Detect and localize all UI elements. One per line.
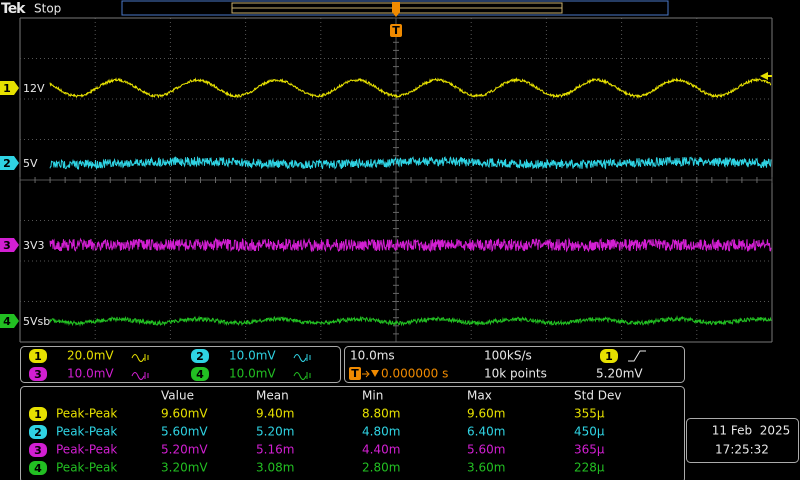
channel-badge [600,349,618,363]
channel-badge-number: 4 [196,368,204,381]
measurement-value: 4.80m [362,425,400,439]
channel-badge [29,407,47,421]
bandwidth-limit-icon [144,354,149,361]
measurement-value: 9.60m [467,407,505,421]
trigger-marker [390,24,402,37]
bandwidth-limit-icon [144,372,149,379]
measurement-column-header: Min [362,389,383,403]
waveform [49,76,772,100]
measurement-column-header: Mean [256,389,289,403]
waveform [49,237,772,253]
measurement-value: 5.16m [256,443,294,457]
channel-badge-number: 1 [34,408,42,421]
measurement-value: 355µ [574,407,605,421]
time: 17:25:32 [715,443,769,457]
brand: Tek [1,1,26,17]
vertical-settings-box [20,346,341,383]
measurement-box [20,386,685,480]
channel-marker [0,314,19,328]
channel-marker [0,156,19,170]
datetime-box [686,418,799,463]
measurement-value: 5.20mV [161,443,208,457]
measurement-value: 9.60mV [161,407,208,421]
channel-label: 3V3 [23,239,45,252]
bandwidth-limit-icon [131,372,145,380]
measurement-value: 6.40m [467,425,505,439]
bandwidth-limit-icon [306,372,311,379]
channel-marker [0,81,19,95]
measurement-value: 5.60mV [161,425,208,439]
channel-badge-number: 1 [605,350,613,363]
measurement-value: 3.08m [256,461,294,475]
channel-badge [191,367,209,381]
horizontal-settings-box [344,346,685,383]
channel-marker-number: 1 [3,82,11,95]
trigger-position-arrow [392,2,400,17]
measurement-value: 9.40m [256,407,294,421]
measurement-value: 3.20mV [161,461,208,475]
trigger-position-badge [349,367,361,380]
bandwidth-limit-icon [293,372,307,380]
acquisition-status: Stop [34,2,61,16]
channel-label: 5Vsb [23,315,50,328]
measurement-value: 2.80m [362,461,400,475]
measurement-column-header: Value [161,389,194,403]
channel-badge [29,443,47,457]
channel-marker [0,238,19,252]
measurement-column-header: Std Dev [574,389,621,403]
trigger-position: 0.000000 s [381,367,448,381]
channel-badge [29,461,47,475]
trigger-level-arrow [760,72,768,80]
channel-badge-number: 3 [34,444,42,457]
record-length: 10k points [484,367,547,381]
sample-rate: 100kS/s [484,349,532,363]
measurement-value: 3.60m [467,461,505,475]
waveform [49,315,772,327]
channel-badge [29,349,47,363]
channel-scale: 10.0mV [67,367,114,381]
channel-scale: 10.0mV [229,367,276,381]
channel-badge-number: 4 [34,462,42,475]
time-scale: 10.0ms [350,349,395,363]
channel-badge [29,367,47,381]
channel-marker-number: 3 [3,239,11,252]
bandwidth-limit-icon [293,354,307,362]
measurement-type: Peak-Peak [56,443,117,457]
bandwidth-limit-icon [306,354,311,361]
measurement-value: 228µ [574,461,605,475]
trigger-slope-icon [628,350,646,362]
bandwidth-limit-icon [131,354,145,362]
waveform [49,155,772,171]
measurement-value: 8.80m [362,407,400,421]
trigger-position-arrow-icon [371,370,379,377]
channel-badge-number: 1 [34,350,42,363]
measurement-type: Peak-Peak [56,425,117,439]
measurement-type: Peak-Peak [56,407,117,421]
channel-marker-number: 4 [3,315,11,328]
channel-badge [191,349,209,363]
measurement-value: 450µ [574,425,605,439]
channel-badge-number: 2 [196,350,204,363]
measurement-value: 4.40m [362,443,400,457]
trigger-marker-label: T [392,24,400,37]
measurement-column-header: Max [467,389,492,403]
trigger-position-arrow-icon [362,370,370,378]
trigger-level: 5.20mV [596,367,643,381]
channel-badge-number: 3 [34,368,42,381]
measurement-type: Peak-Peak [56,461,117,475]
measurement-value: 365µ [574,443,605,457]
trigger-position-badge-label: T [351,367,359,380]
measurement-value: 5.20m [256,425,294,439]
channel-badge [29,425,47,439]
channel-label: 12V [23,82,45,95]
measurement-value: 5.60m [467,443,505,457]
date: 11 Feb 2025 [712,424,791,438]
channel-scale: 20.0mV [67,349,114,363]
channel-badge-number: 2 [34,426,42,439]
channel-marker-number: 2 [3,157,11,170]
channel-label: 5V [23,157,38,170]
channel-scale: 10.0mV [229,349,276,363]
